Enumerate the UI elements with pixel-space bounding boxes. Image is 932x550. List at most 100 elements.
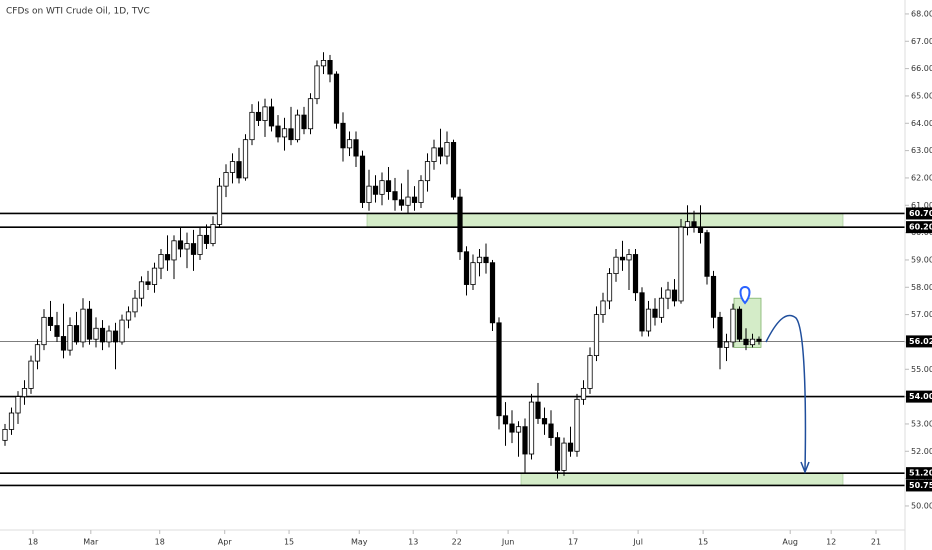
candle-body [171, 240, 177, 261]
candle-body [671, 289, 678, 302]
candle-body [158, 254, 164, 269]
candle-body [151, 267, 158, 285]
marker-pin [739, 285, 751, 305]
candle-body [268, 106, 275, 127]
candle-body [223, 172, 229, 187]
level-label: 60.20 [909, 223, 932, 232]
y-tick-label: 68.00 [911, 9, 932, 18]
candle-body [515, 426, 522, 433]
candle-body [756, 338, 762, 342]
candle-body [8, 412, 15, 430]
candle-body [509, 423, 515, 433]
x-tick-label: 15 [284, 538, 294, 547]
candle-body [15, 396, 21, 414]
x-tick-label: 18 [28, 538, 38, 547]
candle-body [340, 122, 346, 149]
candle-body [691, 221, 697, 228]
candle-body [704, 232, 710, 277]
candle-body [496, 322, 502, 417]
candle-body [502, 415, 509, 425]
candle-body [93, 327, 99, 340]
zones [366, 213, 844, 486]
candle-body [275, 125, 281, 138]
x-tick-label: 12 [826, 538, 836, 547]
candle-body [281, 128, 288, 138]
candle-body [112, 330, 119, 343]
y-tick-label: 62.00 [911, 173, 932, 182]
candle-body [723, 341, 730, 348]
x-tick-label: Jul [632, 538, 643, 547]
candle-body [262, 106, 268, 121]
candle-body [314, 65, 320, 100]
candle-body [249, 111, 255, 141]
x-tick-label: Mar [83, 538, 99, 547]
candle-body [463, 251, 470, 285]
candle-body [184, 243, 190, 250]
x-tick-label: Apr [218, 538, 233, 547]
candle-body [106, 330, 112, 343]
candle-body [73, 325, 80, 343]
candle-body [548, 423, 554, 439]
candle-body [730, 308, 736, 343]
y-tick-label: 61.00 [911, 201, 932, 210]
support-zone [520, 472, 844, 486]
y-tick-label: 64.00 [911, 119, 932, 128]
candle-body [639, 292, 645, 332]
x-tick-label: 22 [452, 538, 462, 547]
level-label: 60.70 [909, 209, 932, 218]
candle-body [236, 161, 242, 179]
y-tick-label: 50.00 [911, 501, 932, 510]
candle-body [411, 196, 418, 203]
candle-body [541, 418, 548, 425]
candle-body [177, 240, 184, 250]
candle-body [164, 254, 171, 261]
y-tick-label: 57.00 [911, 310, 932, 319]
candle-body [398, 199, 405, 206]
candle-body [645, 308, 652, 332]
candle-body [684, 221, 691, 228]
candle-body [327, 60, 333, 75]
candle-body [320, 60, 327, 67]
x-tick-label: 15 [698, 538, 708, 547]
x-tick-label: 17 [568, 538, 578, 547]
candle-body [210, 224, 216, 244]
candle-body [561, 442, 567, 471]
projection-arrow [765, 314, 807, 471]
level-label: 56.02 [909, 337, 932, 346]
candle-body [535, 401, 541, 419]
level-label-box [906, 467, 932, 480]
candle-body [138, 281, 145, 299]
candle-body [41, 316, 47, 346]
candle-body [632, 254, 639, 294]
candle-body [678, 226, 684, 302]
y-tick-label: 66.00 [911, 64, 932, 73]
candle-body [379, 180, 385, 195]
y-tick-label: 63.00 [911, 146, 932, 155]
candle-body [483, 256, 489, 264]
candle-body [697, 226, 704, 234]
candle-body [60, 336, 67, 351]
candle-body [574, 398, 580, 452]
candle-body [600, 300, 606, 316]
candle-body [86, 308, 93, 340]
level-label-box [906, 479, 932, 492]
candle-body [119, 319, 125, 343]
x-tick-label: May [351, 538, 368, 547]
candle-body [28, 360, 34, 389]
resistance-zone [366, 213, 844, 228]
candle-body [489, 262, 496, 324]
candle-body [587, 355, 593, 389]
candle-body [457, 196, 463, 253]
candle-body [431, 147, 437, 162]
candle-body [652, 308, 658, 318]
candle-body [255, 111, 262, 121]
candle-body [606, 273, 613, 302]
candle-body [359, 155, 366, 203]
candle-body [749, 338, 756, 346]
y-tick-label: 58.00 [911, 283, 932, 292]
candle-body [21, 388, 28, 398]
candle-body [346, 139, 353, 149]
candle-body [385, 180, 392, 193]
candle-body [736, 308, 743, 340]
